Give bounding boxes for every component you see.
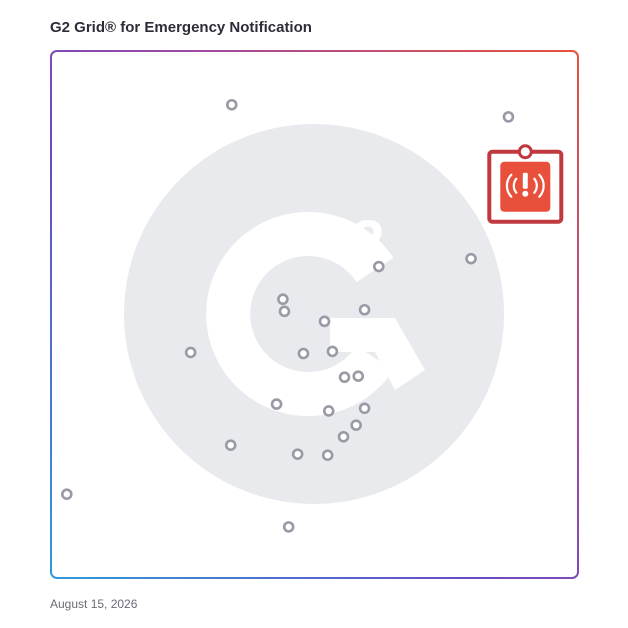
page-title: G2 Grid® for Emergency Notification [50,19,312,36]
product-point-22[interactable] [61,488,73,501]
emergency-broadcast-icon [505,172,545,198]
product-point-21[interactable] [321,449,334,462]
product-point-13[interactable] [352,370,365,382]
product-point-1[interactable] [225,98,238,111]
product-point-12[interactable] [338,371,351,384]
product-point-18[interactable] [337,430,350,443]
product-point-11[interactable] [326,345,339,358]
product-point-9[interactable] [184,346,197,359]
product-point-5[interactable] [277,293,289,306]
product-point-17[interactable] [350,419,362,431]
product-point-20[interactable] [291,448,304,460]
product-point-7[interactable] [358,303,371,316]
product-point-6[interactable] [278,305,291,318]
report-date: August 15, 2026 [50,597,138,611]
product-point-10[interactable] [297,347,310,360]
product-point-16[interactable] [358,402,371,415]
product-point-3[interactable] [465,252,477,265]
product-point-23[interactable] [282,521,295,533]
product-point-4[interactable] [372,260,385,273]
highlighted-product-marker[interactable] [487,144,564,224]
product-point-14[interactable] [270,398,283,410]
product-point-2[interactable] [502,111,515,123]
product-point-19[interactable] [224,439,237,451]
product-point-8[interactable] [318,315,331,328]
product-point-15[interactable] [322,405,335,417]
